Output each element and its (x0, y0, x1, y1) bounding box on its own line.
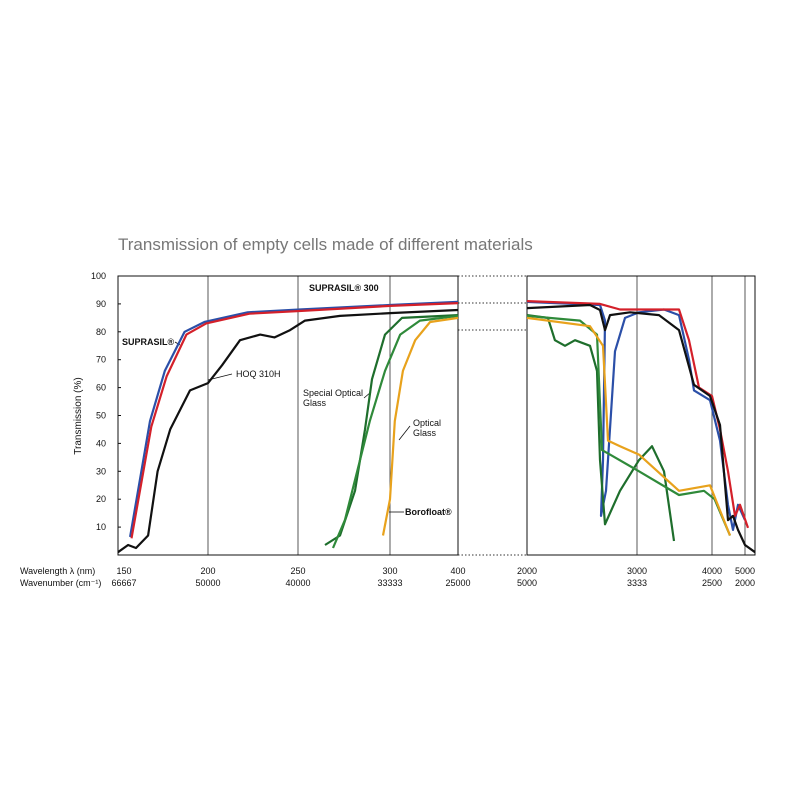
y-tick-label: 70 (96, 355, 106, 365)
series-line (526, 300, 750, 529)
y-tick-label: 80 (96, 327, 106, 337)
x-axis-label: Wavelength λ (nm) (20, 566, 95, 576)
x-tick-label: 3000 (627, 566, 647, 576)
x-tick-label: 2000 (517, 566, 537, 576)
series-line (381, 316, 459, 536)
x2-tick-label: 2500 (702, 578, 722, 588)
y-tick-label: 40 (96, 438, 106, 448)
series-line (117, 308, 459, 554)
series-line (526, 314, 676, 542)
x2-tick-label: 50000 (195, 578, 220, 588)
series-line (129, 300, 459, 538)
x2-tick-label: 33333 (377, 578, 402, 588)
x2-tick-label: 2000 (735, 578, 755, 588)
series-label: HOQ 310H (236, 369, 281, 379)
series-label: Special Optical Glass (303, 388, 364, 408)
x2-tick-label: 25000 (445, 578, 470, 588)
x-tick-label: 4000 (702, 566, 722, 576)
y-tick-label: 10 (96, 522, 106, 532)
x-tick-label: 150 (116, 566, 131, 576)
axis-break (458, 275, 527, 556)
y-tick-label: 60 (96, 383, 106, 393)
series-label: SUPRASIL® (122, 337, 175, 347)
x2-tick-label: 66667 (111, 578, 136, 588)
series-line (331, 314, 459, 549)
y-tick-label: 90 (96, 299, 106, 309)
x2-tick-label: 40000 (285, 578, 310, 588)
x2-tick-label: 5000 (517, 578, 537, 588)
series-line (526, 316, 732, 536)
y-tick-label: 50 (96, 411, 106, 421)
x-tick-label: 300 (382, 566, 397, 576)
x2-tick-label: 3333 (627, 578, 647, 588)
series-line (526, 303, 756, 554)
series-label: SUPRASIL® 300 (309, 283, 379, 293)
x-tick-label: 200 (200, 566, 215, 576)
series-label: Optical Glass (413, 418, 442, 438)
y-tick-label: 100 (91, 271, 106, 281)
x-tick-label: 400 (450, 566, 465, 576)
chart-title: Transmission of empty cells made of diff… (118, 235, 533, 254)
x-tick-label: 5000 (735, 566, 755, 576)
y-tick-label: 20 (96, 494, 106, 504)
series-line (526, 314, 732, 536)
series-label: Borofloat® (405, 507, 452, 517)
x-tick-label: 250 (290, 566, 305, 576)
series-line (130, 302, 459, 539)
leader-line (398, 425, 411, 441)
y-tick-label: 30 (96, 466, 106, 476)
y-axis-label: Transmission (%) (73, 377, 84, 454)
x2-axis-label: Wavenumber (cm⁻¹) (20, 578, 101, 588)
